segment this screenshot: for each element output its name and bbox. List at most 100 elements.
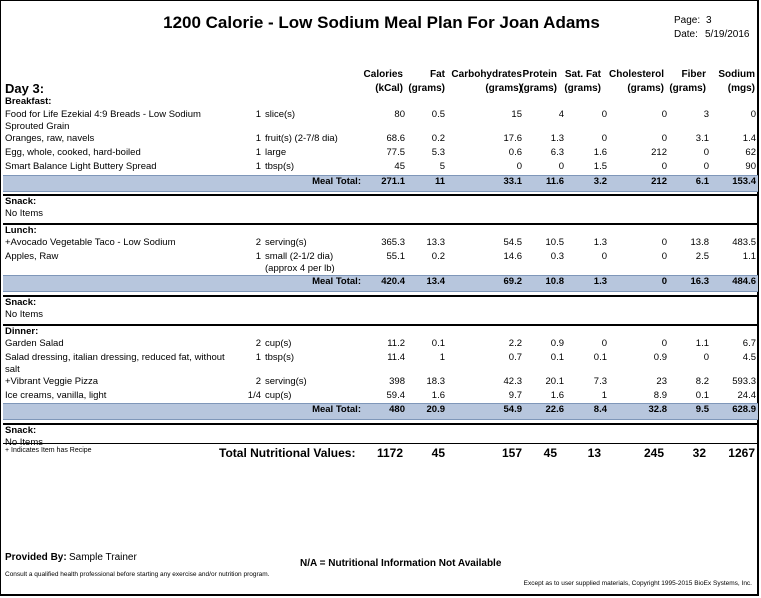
nutrient-value: 9.7 bbox=[508, 389, 522, 401]
nutrient-value: 0.1 bbox=[593, 351, 607, 363]
column-header: Fat (grams) bbox=[401, 68, 445, 96]
nutrient-value: 0.6 bbox=[508, 147, 522, 158]
column-header-unit: (grams) bbox=[485, 83, 522, 94]
meal-section-header: Snack: bbox=[3, 294, 758, 309]
meal-total-value: 54.9 bbox=[447, 403, 524, 420]
meal-total-row: Meal Total: 271.1 11 33.1 11.6 3.2 212 6.1 153.4 bbox=[3, 174, 758, 192]
food-quantity: 1 bbox=[255, 351, 261, 363]
meal-total-value: 69.2 bbox=[447, 275, 524, 292]
provided-by-label: Provided By: bbox=[5, 552, 67, 563]
meal-name: Snack: bbox=[3, 194, 758, 208]
meal-total-value: 212 bbox=[609, 174, 669, 192]
meal-total-label: Meal Total: bbox=[3, 174, 363, 192]
meal-total-value: 22.6 bbox=[524, 403, 566, 420]
column-header-name: Calories bbox=[363, 69, 403, 80]
nutrient-value: 0 bbox=[601, 337, 607, 349]
meal-total-value: 32.8 bbox=[609, 403, 669, 420]
nutrient-value: 0 bbox=[661, 337, 667, 349]
nutrient-value: 0.1 bbox=[431, 337, 445, 349]
nutrient-value: 0 bbox=[750, 109, 756, 120]
grand-total-value: 13 bbox=[587, 446, 601, 460]
nutrient-value: 0.7 bbox=[508, 351, 522, 363]
food-row: Ice creams, vanilla, light 1/4 cup(s) 59.4 1… bbox=[3, 390, 758, 404]
food-name: Oranges, raw, navels bbox=[5, 133, 95, 144]
food-row: Garden Salad 2 cup(s) 11.2 0.1 2.2 0.9 0 0 1.1 6.7 bbox=[3, 338, 758, 352]
meal-name: Lunch: bbox=[3, 223, 758, 237]
nutrient-value: 1.4 bbox=[742, 133, 756, 144]
food-unit: cup(s) bbox=[265, 337, 292, 349]
food-name: Garden Salad bbox=[5, 337, 64, 349]
page-title: 1200 Calorie - Low Sodium Meal Plan For … bbox=[163, 13, 600, 32]
column-header-unit: (grams) bbox=[408, 83, 445, 94]
column-header: Sat. Fat (grams) bbox=[551, 68, 601, 96]
nutrient-value: 0.5 bbox=[431, 109, 445, 120]
food-quantity: 2 bbox=[255, 375, 261, 387]
food-unit: large bbox=[265, 147, 287, 158]
nutrient-value: 55.1 bbox=[386, 251, 406, 262]
food-name: +Vibrant Veggie Pizza bbox=[5, 375, 99, 387]
meal-total-value: 8.4 bbox=[566, 403, 609, 420]
column-header-name: Sat. Fat bbox=[564, 69, 601, 80]
grand-total-value: 1267 bbox=[728, 446, 755, 460]
nutrient-value: 59.4 bbox=[386, 389, 406, 401]
nutrient-value: 14.6 bbox=[503, 251, 523, 262]
column-header-name: Sodium bbox=[718, 69, 755, 80]
date-value: 5/19/2016 bbox=[705, 29, 750, 40]
meal-total-value: 20.9 bbox=[407, 403, 447, 420]
nutrient-value: 24.4 bbox=[737, 389, 757, 401]
food-row: Apples, Raw 1 small (2-1/2 dia) (approx 4 … bbox=[3, 251, 758, 276]
nutrient-value: 6.7 bbox=[742, 337, 756, 349]
nutrient-value: 0.1 bbox=[550, 351, 564, 363]
nutrient-value: 593.3 bbox=[732, 375, 756, 387]
nutrient-value: 0 bbox=[601, 109, 607, 120]
page-number-value: 3 bbox=[706, 15, 712, 26]
nutrient-value: 1.5 bbox=[593, 161, 607, 172]
food-name: Ice creams, vanilla, light bbox=[5, 389, 107, 401]
recipe-note: + Indicates Item has Recipe bbox=[5, 447, 92, 454]
column-header-unit: (kCal) bbox=[375, 83, 403, 94]
meal-total-label: Meal Total: bbox=[3, 275, 363, 292]
na-note: N/A = Nutritional Information Not Availa… bbox=[300, 558, 502, 569]
column-header: Cholesterol (grams) bbox=[594, 68, 664, 96]
nutrient-value: 0.2 bbox=[431, 133, 445, 144]
meal-plan-table: Breakfast: Food for Life Ezekial 4:9 Brea… bbox=[3, 96, 758, 453]
column-header-name: Fat bbox=[430, 69, 445, 80]
food-quantity: 2 bbox=[255, 237, 261, 248]
column-header-name: Cholesterol bbox=[608, 69, 664, 80]
nutrient-value: 0 bbox=[661, 109, 667, 120]
nutrient-value: 0.9 bbox=[653, 351, 667, 363]
nutrient-value: 365.3 bbox=[381, 237, 405, 248]
food-quantity: 1 bbox=[255, 161, 261, 172]
nutrient-value: 0 bbox=[558, 161, 564, 172]
nutrient-value: 11.2 bbox=[387, 337, 405, 349]
column-header: Calories (kCal) bbox=[343, 68, 403, 96]
food-unit: slice(s) bbox=[265, 109, 296, 120]
consult-note: Consult a qualified health professional … bbox=[5, 571, 270, 578]
grand-total-value: 245 bbox=[643, 446, 664, 460]
nutrient-value: 483.5 bbox=[732, 237, 756, 248]
nutrient-value: 8.9 bbox=[653, 389, 667, 401]
provided-by-name: Sample Trainer bbox=[69, 552, 137, 563]
meal-total-value: 420.4 bbox=[363, 275, 407, 292]
food-row: +Avocado Vegetable Taco - Low Sodium 2 ser… bbox=[3, 237, 758, 251]
nutrient-value: 6.3 bbox=[550, 147, 564, 158]
nutrient-value: 0 bbox=[661, 133, 667, 144]
nutrient-value: 1.1 bbox=[742, 251, 756, 262]
food-quantity: 1 bbox=[255, 133, 261, 144]
no-items-text: No Items bbox=[5, 308, 44, 320]
nutrient-value: 23 bbox=[656, 375, 667, 387]
nutrient-value: 0 bbox=[703, 351, 709, 363]
grand-total-value: 1172 bbox=[376, 446, 403, 460]
nutrient-value: 18.3 bbox=[426, 375, 446, 387]
grand-total-value: 32 bbox=[692, 446, 706, 460]
column-header-name: Carbohydrates bbox=[451, 69, 522, 80]
meal-section-header: Breakfast: bbox=[3, 96, 758, 109]
nutrient-value: 1 bbox=[439, 351, 445, 363]
meal-total-value: 1.3 bbox=[566, 275, 609, 292]
food-row: Smart Balance Light Buttery Spread 1 tbsp(… bbox=[3, 161, 758, 175]
nutrient-value: 15 bbox=[511, 109, 522, 120]
nutrient-value: 45 bbox=[394, 161, 405, 172]
meal-section-header: Dinner: bbox=[3, 323, 758, 338]
nutrient-value: 10.5 bbox=[545, 237, 565, 248]
column-header-unit: (grams) bbox=[627, 83, 664, 94]
